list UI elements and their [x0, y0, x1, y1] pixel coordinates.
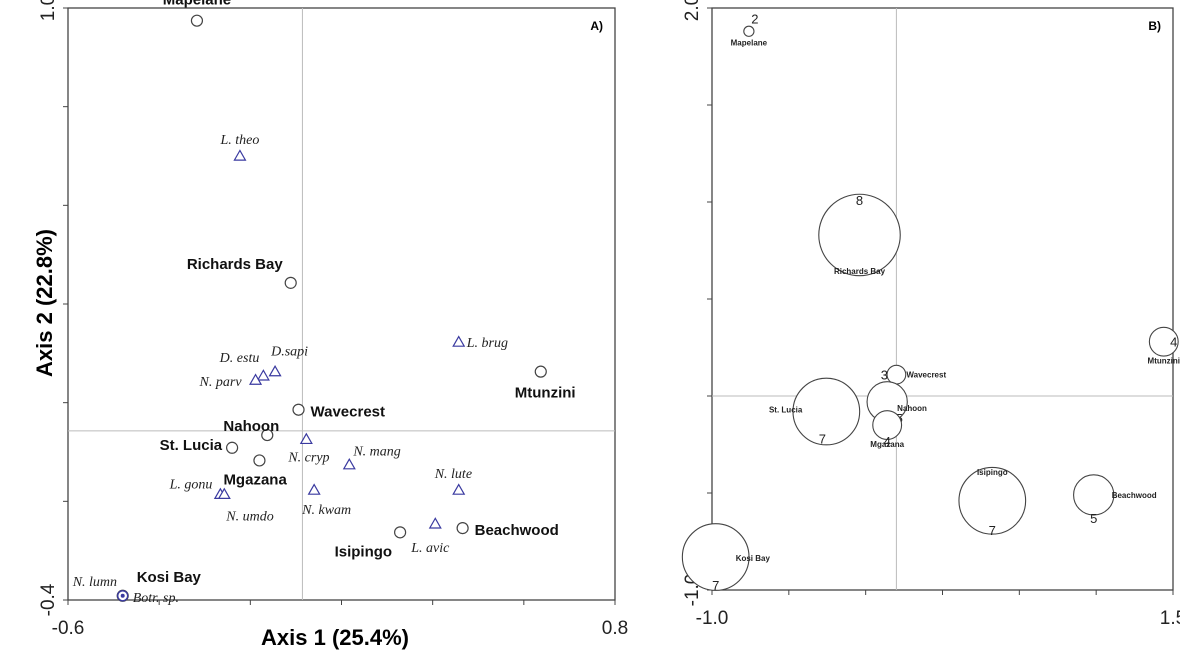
- site-label-st-lucia: St. Lucia: [160, 437, 223, 454]
- species-label-n-mang: N. mang: [352, 445, 400, 460]
- panel-label: B): [1148, 19, 1161, 33]
- species-point-d-estu: [256, 369, 270, 381]
- species-point-d-sapi: [268, 364, 282, 377]
- site-point-beachwood: [456, 522, 469, 535]
- bubble-label-st-lucia: St. Lucia: [769, 406, 803, 415]
- site-point-wavecrest: [292, 403, 305, 416]
- site-point-isipingo: [394, 526, 407, 539]
- site-label-wavecrest: Wavecrest: [311, 404, 386, 421]
- bubble-isipingo: [958, 466, 1027, 535]
- panel-label: A): [590, 19, 603, 33]
- species-point-n-kwam: [307, 483, 321, 495]
- species-point-l-avic: [428, 517, 442, 529]
- species-label-botr-sp: Botr. sp.: [133, 591, 179, 606]
- bubble-count-kosi-bay: 7: [712, 578, 719, 593]
- y-tick-label: -0.4: [38, 583, 59, 616]
- x-tick-label: 1.5: [1160, 608, 1180, 629]
- species-point-botr-sp: [116, 590, 129, 602]
- species-label-l-gonu: L. gonu: [169, 477, 213, 492]
- site-label-isipingo: Isipingo: [335, 543, 393, 560]
- species-label-l-theo: L. theo: [219, 133, 259, 148]
- x-tick-label: -1.0: [696, 608, 729, 629]
- bubble-kosi-bay: [681, 523, 750, 591]
- bubble-count-richards-bay: 8: [856, 193, 863, 208]
- bubble-count-isipingo: 7: [989, 523, 996, 538]
- bubble-label-isipingo: Isipingo: [977, 468, 1008, 477]
- species-label-n-lumn: N. lumn: [72, 575, 117, 590]
- bubble-count-mgazana: 4: [884, 434, 891, 449]
- y-tick-label: 2.0: [682, 0, 703, 21]
- bubble-beachwood: [1073, 474, 1115, 516]
- bubble-count-mtunzini: 4: [1170, 335, 1177, 350]
- site-label-nahoon: Nahoon: [223, 418, 279, 435]
- bubble-count-wavecrest: 3: [881, 368, 888, 383]
- species-label-l-brug: L. brug: [466, 336, 508, 351]
- x-tick-label: -0.6: [52, 618, 85, 639]
- bubble-richards-bay: [818, 193, 901, 277]
- bubble-label-mtunzini: Mtunzini: [1148, 357, 1180, 366]
- species-point-n-parv: [249, 373, 263, 385]
- panel-a: -0.6 0.8 -0.4 1.0 A) Mapelane Richards Bay Mtun…: [38, 0, 628, 639]
- bubble-st-lucia: [792, 377, 861, 446]
- bubble-label-wavecrest: Wavecrest: [906, 371, 946, 380]
- site-point-nahoon: [261, 428, 274, 442]
- x-tick-label: 0.8: [602, 618, 628, 639]
- species-point-n-cryp: [299, 432, 313, 445]
- site-label-kosi-bay: Kosi Bay: [137, 569, 202, 586]
- species-label-n-cryp: N. cryp: [287, 450, 329, 465]
- species-label-d-sapi: D.sapi: [270, 345, 308, 360]
- species-label-n-lute: N. lute: [434, 467, 472, 482]
- species-point-l-brug: [452, 335, 466, 347]
- site-label-mgazana: Mgazana: [223, 471, 287, 488]
- species-label-n-umdo: N. umdo: [225, 509, 273, 524]
- species-label-l-avic: L. avic: [410, 541, 450, 556]
- site-label-beachwood: Beachwood: [475, 522, 559, 539]
- bubble-count-beachwood: 5: [1090, 511, 1097, 526]
- y-axis-label: Axis 2 (22.8%): [32, 229, 57, 377]
- species-point-core-botr-sp: [120, 593, 125, 598]
- bubble-wavecrest: [886, 364, 907, 385]
- species-point-n-lute: [452, 483, 466, 495]
- bubble-label-mapelane: Mapelane: [731, 38, 768, 47]
- y-tick-label: 1.0: [38, 0, 59, 21]
- bubble-label-nahoon: Nahoon: [897, 404, 927, 413]
- species-label-n-parv: N. parv: [199, 375, 243, 390]
- site-point-richards-bay: [284, 276, 297, 289]
- bubble-mtunzini: [1148, 326, 1179, 357]
- site-point-st-lucia: [226, 441, 239, 454]
- species-label-n-kwam: N. kwam: [301, 503, 351, 518]
- species-point-l-theo: [233, 149, 247, 161]
- bubble-label-beachwood: Beachwood: [1112, 491, 1157, 500]
- bubble-label-kosi-bay: Kosi Bay: [736, 554, 771, 563]
- bubble-label-mgazana: Mgazana: [870, 440, 904, 449]
- site-label-mtunzini: Mtunzini: [515, 385, 576, 402]
- bubble-mgazana: [872, 410, 903, 441]
- bubble-label-richards-bay: Richards Bay: [834, 267, 886, 276]
- species-point-n-mang: [342, 457, 356, 470]
- x-axis-label: Axis 1 (25.4%): [261, 625, 409, 650]
- site-label-richards-bay: Richards Bay: [187, 256, 284, 273]
- site-point-mapelane: [190, 14, 204, 27]
- site-point-mtunzini: [534, 365, 547, 378]
- site-point-mgazana: [253, 454, 266, 467]
- species-label-d-estu: D. estu: [219, 351, 260, 366]
- bubble-count-st-lucia: 7: [819, 432, 826, 447]
- species-point-n-umdo: [217, 487, 231, 500]
- bubble-count-mapelane: 2: [751, 11, 758, 26]
- site-label-mapelane: Mapelane: [163, 0, 231, 9]
- bubble-mapelane: [743, 25, 755, 37]
